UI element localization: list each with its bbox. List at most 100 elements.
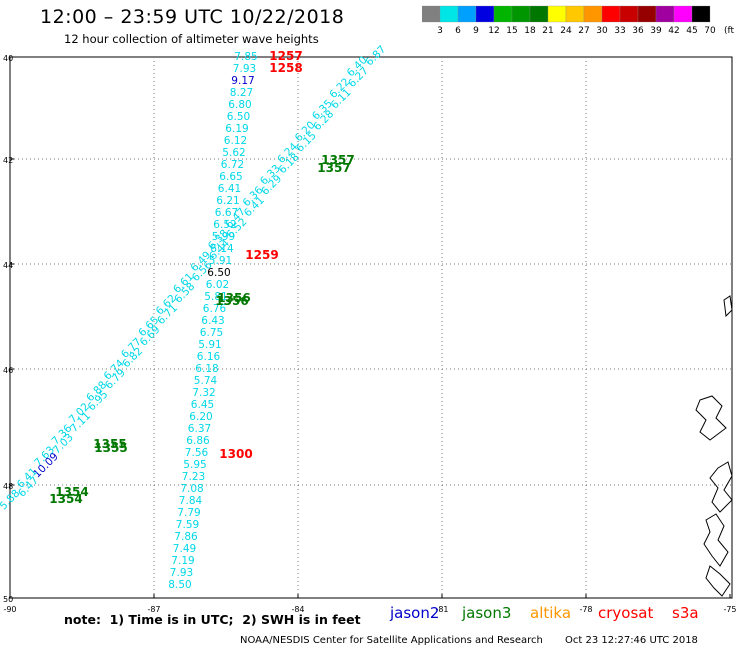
swh-label: 7.19 xyxy=(171,555,194,567)
time-label: 1354 xyxy=(49,492,82,506)
swh-label: 6.58 xyxy=(172,281,197,306)
swh-label: 5.88 xyxy=(0,487,22,512)
colorbar-label: 18 xyxy=(524,26,536,35)
coastline-segment xyxy=(709,461,733,513)
time-label: 1356 xyxy=(217,291,250,305)
page-subtitle: 12 hour collection of altimeter wave hei… xyxy=(64,32,319,46)
swh-label: 6.44 xyxy=(207,237,232,262)
lat-tick-label: 46 xyxy=(3,366,13,375)
swh-label: 6.62 xyxy=(154,292,179,317)
swh-label: 6.37 xyxy=(188,423,211,435)
swh-label: 10.09 xyxy=(31,451,61,481)
swh-label: 6.21 xyxy=(216,195,239,207)
swh-label: 6.41 xyxy=(242,194,267,219)
swh-label: 6.87 xyxy=(363,43,388,68)
swh-label: 6.12 xyxy=(224,135,247,147)
swh-label: 7.32 xyxy=(192,387,215,399)
swh-label: 6.02 xyxy=(206,279,229,291)
legend-note: note: 1) Time is in UTC; 2) SWH is in fe… xyxy=(64,612,361,627)
swh-label: 6.79 xyxy=(103,367,128,392)
colorbar-label: 9 xyxy=(473,26,479,35)
legend-altika: altika xyxy=(530,604,572,622)
swh-label: 6.35 xyxy=(310,98,335,123)
swh-label: 6.76 xyxy=(203,303,227,315)
colorbar-unit: (ft) xyxy=(724,26,734,35)
time-label: 1259 xyxy=(245,248,278,262)
swh-label: 7.36 xyxy=(49,422,74,447)
swh-label: 6.29 xyxy=(259,173,284,198)
swh-label: 6.15 xyxy=(294,130,319,155)
swh-label: 6.27 xyxy=(346,65,371,90)
swh-label: 7.86 xyxy=(174,531,198,543)
swh-label: 7.59 xyxy=(176,519,199,531)
swh-label: 6.14 xyxy=(210,243,234,255)
swh-label: 5.74 xyxy=(194,375,218,387)
legend-cryosat: cryosat xyxy=(598,604,654,622)
time-label: 1357 xyxy=(317,161,350,175)
swh-label: 7.85 xyxy=(234,51,257,63)
colorbar-swatch xyxy=(655,5,675,23)
swh-label: 6.95 xyxy=(86,388,111,413)
colorbar-label: 45 xyxy=(686,26,697,35)
swh-label: 7.11 xyxy=(68,410,93,435)
coastline xyxy=(695,295,733,597)
lat-tick-label: 44 xyxy=(3,261,13,270)
colorbar-label: 33 xyxy=(614,26,625,35)
colorbar-swatch xyxy=(529,5,549,23)
coastline-segment xyxy=(723,295,733,318)
colorbar-label: 39 xyxy=(650,26,662,35)
footer-timestamp: Oct 23 12:27:46 UTC 2018 xyxy=(565,635,698,646)
colorbar-swatch xyxy=(457,5,477,23)
time-label: 1300 xyxy=(219,447,252,461)
legend-s3a: s3a xyxy=(672,604,699,622)
colorbar-swatch xyxy=(422,5,441,23)
swh-label: 5.95 xyxy=(183,459,206,471)
swh-label: 6.50 xyxy=(227,111,250,123)
swh-label: 6.49 xyxy=(188,249,213,274)
colorbar-swatch xyxy=(565,5,585,23)
swh-label: 7.56 xyxy=(185,447,209,459)
swh-label: 6.88 xyxy=(84,379,109,404)
swh-label: 6.11 xyxy=(329,86,354,111)
swh-label: 6.52 xyxy=(213,219,236,231)
swh-label: 6.41 xyxy=(218,183,241,195)
swh-label: 6.19 xyxy=(225,123,248,135)
swh-label: 6.47 xyxy=(223,206,248,231)
swh-label: 6.75 xyxy=(200,327,223,339)
swh-label: 7.79 xyxy=(177,507,200,519)
swh-label: 6.43 xyxy=(201,315,224,327)
swh-label: 6.82 xyxy=(120,345,145,370)
lon-tick-label: -78 xyxy=(579,605,592,614)
swh-label: 6.33 xyxy=(258,162,283,187)
swh-label: 7.03 xyxy=(51,431,76,456)
swh-label: 7.02 xyxy=(67,401,92,426)
swh-label: 7.23 xyxy=(182,471,205,483)
swh-label: 5.81 xyxy=(204,291,227,303)
track-a: 7.857.939.178.276.806.506.196.125.626.72… xyxy=(168,49,302,591)
colorbar-swatch xyxy=(601,5,621,23)
coastline-segment xyxy=(703,513,729,567)
legend-jason2: jason2 xyxy=(390,604,440,622)
time-label: 1354 xyxy=(55,485,88,499)
swh-label: 6.52 xyxy=(224,216,249,241)
swh-label: 7.93 xyxy=(170,567,193,579)
colorbar-swatch xyxy=(691,5,711,23)
time-label: 1355 xyxy=(93,437,126,451)
swh-label: 5.91 xyxy=(198,339,221,351)
swh-label: 6.65 xyxy=(219,171,242,183)
time-label: 1357 xyxy=(321,153,354,167)
swh-label: 6.50 xyxy=(207,267,230,279)
swh-label: 5.99 xyxy=(212,231,235,243)
colorbar-label: 30 xyxy=(596,26,608,35)
time-label: 1355 xyxy=(94,441,127,455)
colorbar-swatch xyxy=(673,5,693,23)
swh-label: 8.50 xyxy=(168,579,191,591)
colorbar-swatch xyxy=(475,5,495,23)
coastline-segment xyxy=(705,565,731,597)
swh-label: 6.38 xyxy=(206,227,231,252)
swh-label: 7.84 xyxy=(179,495,203,507)
swh-label: 5.91 xyxy=(209,255,232,267)
colorbar-swatch xyxy=(439,5,459,23)
lon-tick-label: -75 xyxy=(723,605,736,614)
